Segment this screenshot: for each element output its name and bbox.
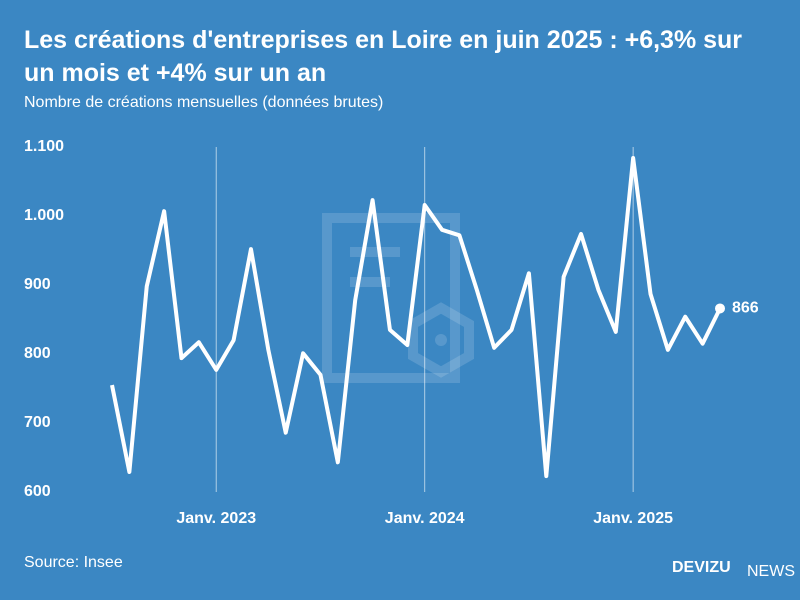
end-point	[715, 303, 725, 314]
chart-title: Les créations d'entreprises en Loire en …	[24, 26, 743, 87]
y-tick-label: 1.100	[24, 138, 64, 155]
x-tick-label: Janv. 2024	[385, 510, 465, 527]
line	[110, 156, 722, 479]
y-tick-label: 900	[24, 276, 51, 293]
y-tick-label: 1.000	[24, 207, 64, 224]
y-tick-label: 700	[24, 414, 51, 431]
source: Source: Insee	[24, 554, 123, 571]
value-label: 866	[732, 300, 759, 317]
y-tick-label: 800	[24, 345, 51, 362]
y-tick-label: 600	[24, 483, 51, 500]
brand: DEVIZU	[672, 559, 731, 576]
x-tick-label: Janv. 2023	[176, 510, 256, 527]
chart-subtitle: Nombre de créations mensuelles (données …	[24, 94, 384, 111]
brand-suffix: NEWS	[747, 563, 795, 580]
x-tick-label: Janv. 2025	[593, 510, 673, 527]
